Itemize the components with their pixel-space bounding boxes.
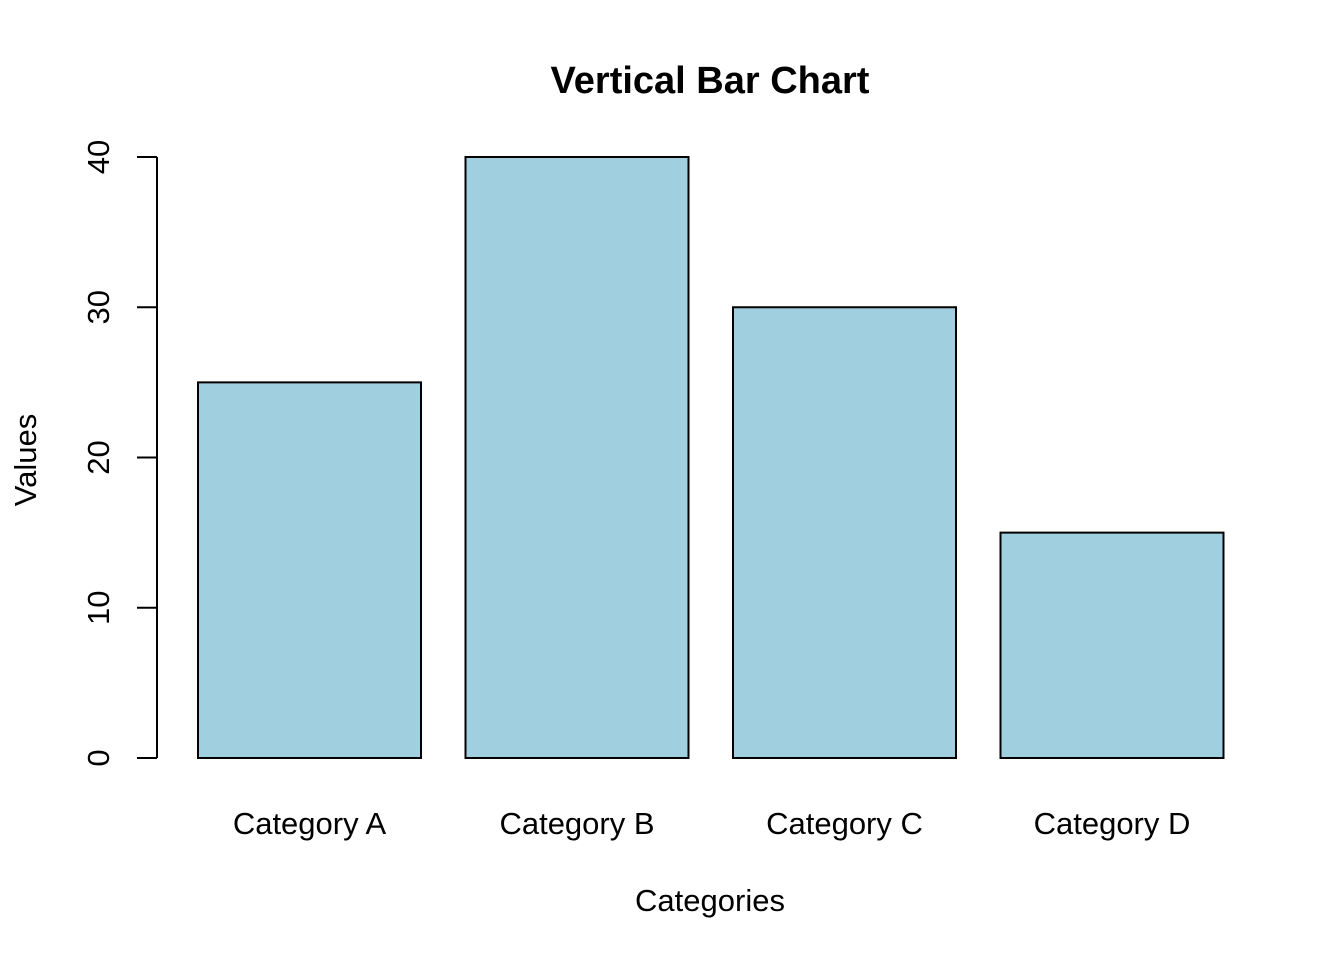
y-axis-label: Values [8, 414, 43, 507]
x-tick-label: Category A [233, 806, 387, 841]
y-tick-label: 0 [81, 749, 116, 766]
x-tick-label: Category D [1034, 806, 1191, 841]
bar-category-c [732, 306, 957, 759]
bar-category-b [464, 156, 690, 759]
bar-category-d [999, 531, 1225, 759]
y-tick-label: 10 [81, 591, 116, 625]
x-tick-label: Category B [499, 806, 654, 841]
bars-group [197, 156, 1225, 759]
x-tick-labels: Category A Category B Category C Category D [233, 806, 1191, 841]
chart-title: Vertical Bar Chart [551, 60, 870, 102]
bar-category-a [197, 381, 422, 759]
x-tick-label: Category C [766, 806, 923, 841]
y-tick-label: 20 [81, 440, 116, 474]
y-tick-label: 40 [81, 140, 116, 174]
x-axis-label: Categories [635, 883, 785, 918]
y-axis-ticks: 0 10 20 30 40 [81, 140, 157, 767]
y-tick-label: 30 [81, 290, 116, 324]
